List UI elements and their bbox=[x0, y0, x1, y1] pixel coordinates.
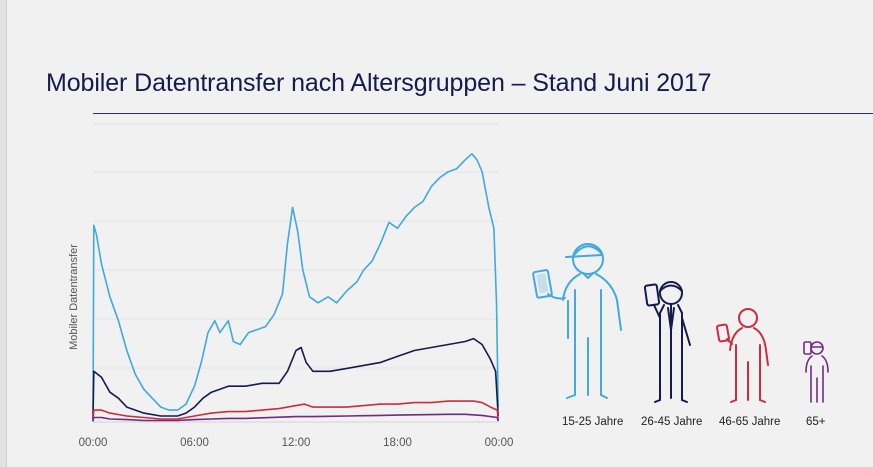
series-line-3 bbox=[92, 400, 499, 421]
legend-label-65plus: 65+ bbox=[806, 416, 826, 428]
x-tick-label: 06:00 bbox=[180, 437, 209, 449]
chart-series bbox=[92, 153, 499, 423]
title-divider bbox=[93, 113, 873, 114]
person-46-65-icon bbox=[716, 308, 769, 403]
series-line-2 bbox=[92, 337, 499, 420]
x-tick-label: 18:00 bbox=[383, 437, 412, 449]
legend-label-26-45: 26-45 Jahre bbox=[641, 416, 703, 428]
person-15-25-icon bbox=[532, 243, 622, 399]
window-left-edge bbox=[0, 0, 7, 467]
legend-label-15-25: 15-25 Jahre bbox=[562, 416, 624, 428]
series-line-4 bbox=[92, 413, 499, 422]
legend-label-46-65: 46-65 Jahre bbox=[719, 416, 781, 428]
page-title: Mobiler Datentransfer nach Altersgruppen… bbox=[46, 69, 712, 97]
person-65plus-icon bbox=[803, 341, 829, 403]
person-26-45-icon bbox=[643, 281, 691, 403]
x-tick-label: 12:00 bbox=[282, 437, 311, 449]
x-tick-label: 00:00 bbox=[79, 437, 108, 449]
y-axis-label: Mobiler Datentransfer bbox=[68, 244, 80, 350]
x-tick-label: 00:00 bbox=[485, 437, 514, 449]
series-line-1 bbox=[92, 153, 499, 423]
chart-gridlines bbox=[93, 123, 499, 423]
x-axis-ticks: 00:00 06:00 12:00 18:00 00:00 bbox=[79, 437, 514, 449]
